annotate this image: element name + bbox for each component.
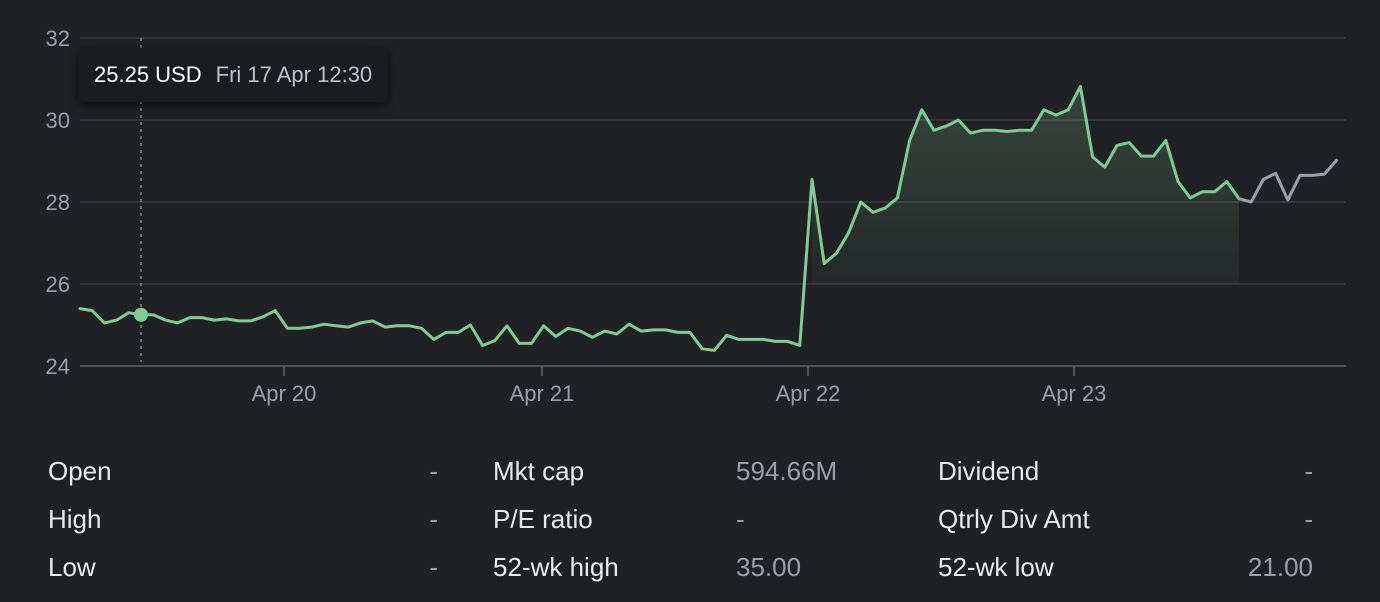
stat-value: - bbox=[736, 504, 745, 534]
tooltip-time: Fri 17 Apr 12:30 bbox=[215, 62, 373, 87]
stats-table: Open - Mkt cap 594.66M Dividend - High -… bbox=[48, 448, 1338, 592]
stat-label: P/E ratio bbox=[493, 504, 593, 534]
stat-value: - bbox=[429, 552, 438, 582]
stat-value: - bbox=[1304, 504, 1313, 534]
stat-label: Dividend bbox=[938, 456, 1040, 486]
y-tick-label: 32 bbox=[46, 26, 70, 51]
stat-label: Mkt cap bbox=[493, 456, 585, 486]
stat-value: - bbox=[1304, 456, 1313, 486]
stat-value: 21.00 bbox=[1247, 552, 1313, 582]
stat-open: Open - bbox=[48, 448, 438, 496]
stat-label: Qtrly Div Amt bbox=[938, 504, 1090, 534]
stat-value: 35.00 bbox=[736, 552, 802, 582]
price-line-gray bbox=[1237, 158, 1339, 204]
stat-label: Open bbox=[48, 456, 112, 486]
stat-pe-ratio: P/E ratio - bbox=[493, 496, 853, 544]
price-tooltip: 25.25 USD Fri 17 Apr 12:30 bbox=[78, 48, 389, 102]
y-tick-label: 24 bbox=[46, 354, 70, 379]
stat-label: 52-wk low bbox=[938, 552, 1054, 582]
stats-row-2: High - P/E ratio - Qtrly Div Amt - bbox=[48, 496, 1338, 544]
x-tick-label: Apr 20 bbox=[252, 381, 317, 406]
x-tick-label: Apr 23 bbox=[1042, 381, 1107, 406]
stat-label: High bbox=[48, 504, 102, 534]
stats-row-1: Open - Mkt cap 594.66M Dividend - bbox=[48, 448, 1338, 496]
stat-52wk-low: 52-wk low 21.00 bbox=[938, 544, 1313, 592]
y-tick-label: 28 bbox=[46, 190, 70, 215]
price-chart[interactable]: 24 26 28 30 32 Apr 20 Apr 21 Apr 22 Apr 23 bbox=[0, 0, 1380, 430]
price-area-fill bbox=[812, 86, 1239, 285]
tooltip-price: 25.25 USD bbox=[94, 62, 202, 87]
stats-row-3: Low - 52-wk high 35.00 52-wk low 21.00 bbox=[48, 544, 1338, 592]
stat-high: High - bbox=[48, 496, 438, 544]
stat-label: 52-wk high bbox=[493, 552, 619, 582]
stat-dividend: Dividend - bbox=[938, 448, 1313, 496]
y-tick-label: 26 bbox=[46, 272, 70, 297]
y-axis-labels: 24 26 28 30 32 bbox=[46, 26, 70, 379]
stat-mkt-cap: Mkt cap 594.66M bbox=[493, 448, 853, 496]
x-tick-label: Apr 22 bbox=[776, 381, 841, 406]
hover-point-marker bbox=[134, 307, 148, 322]
stat-value: - bbox=[429, 456, 438, 486]
stat-label: Low bbox=[48, 552, 96, 582]
stat-qtrly-div-amt: Qtrly Div Amt - bbox=[938, 496, 1313, 544]
stat-low: Low - bbox=[48, 544, 438, 592]
price-line-green bbox=[78, 84, 1241, 352]
x-axis-labels: Apr 20 Apr 21 Apr 22 Apr 23 bbox=[252, 366, 1107, 406]
chart-gridlines bbox=[80, 37, 1346, 367]
stat-value: 594.66M bbox=[736, 456, 838, 486]
stat-value: - bbox=[429, 504, 438, 534]
y-tick-label: 30 bbox=[46, 108, 70, 133]
stat-52wk-high: 52-wk high 35.00 bbox=[493, 544, 853, 592]
x-tick-label: Apr 21 bbox=[510, 381, 575, 406]
